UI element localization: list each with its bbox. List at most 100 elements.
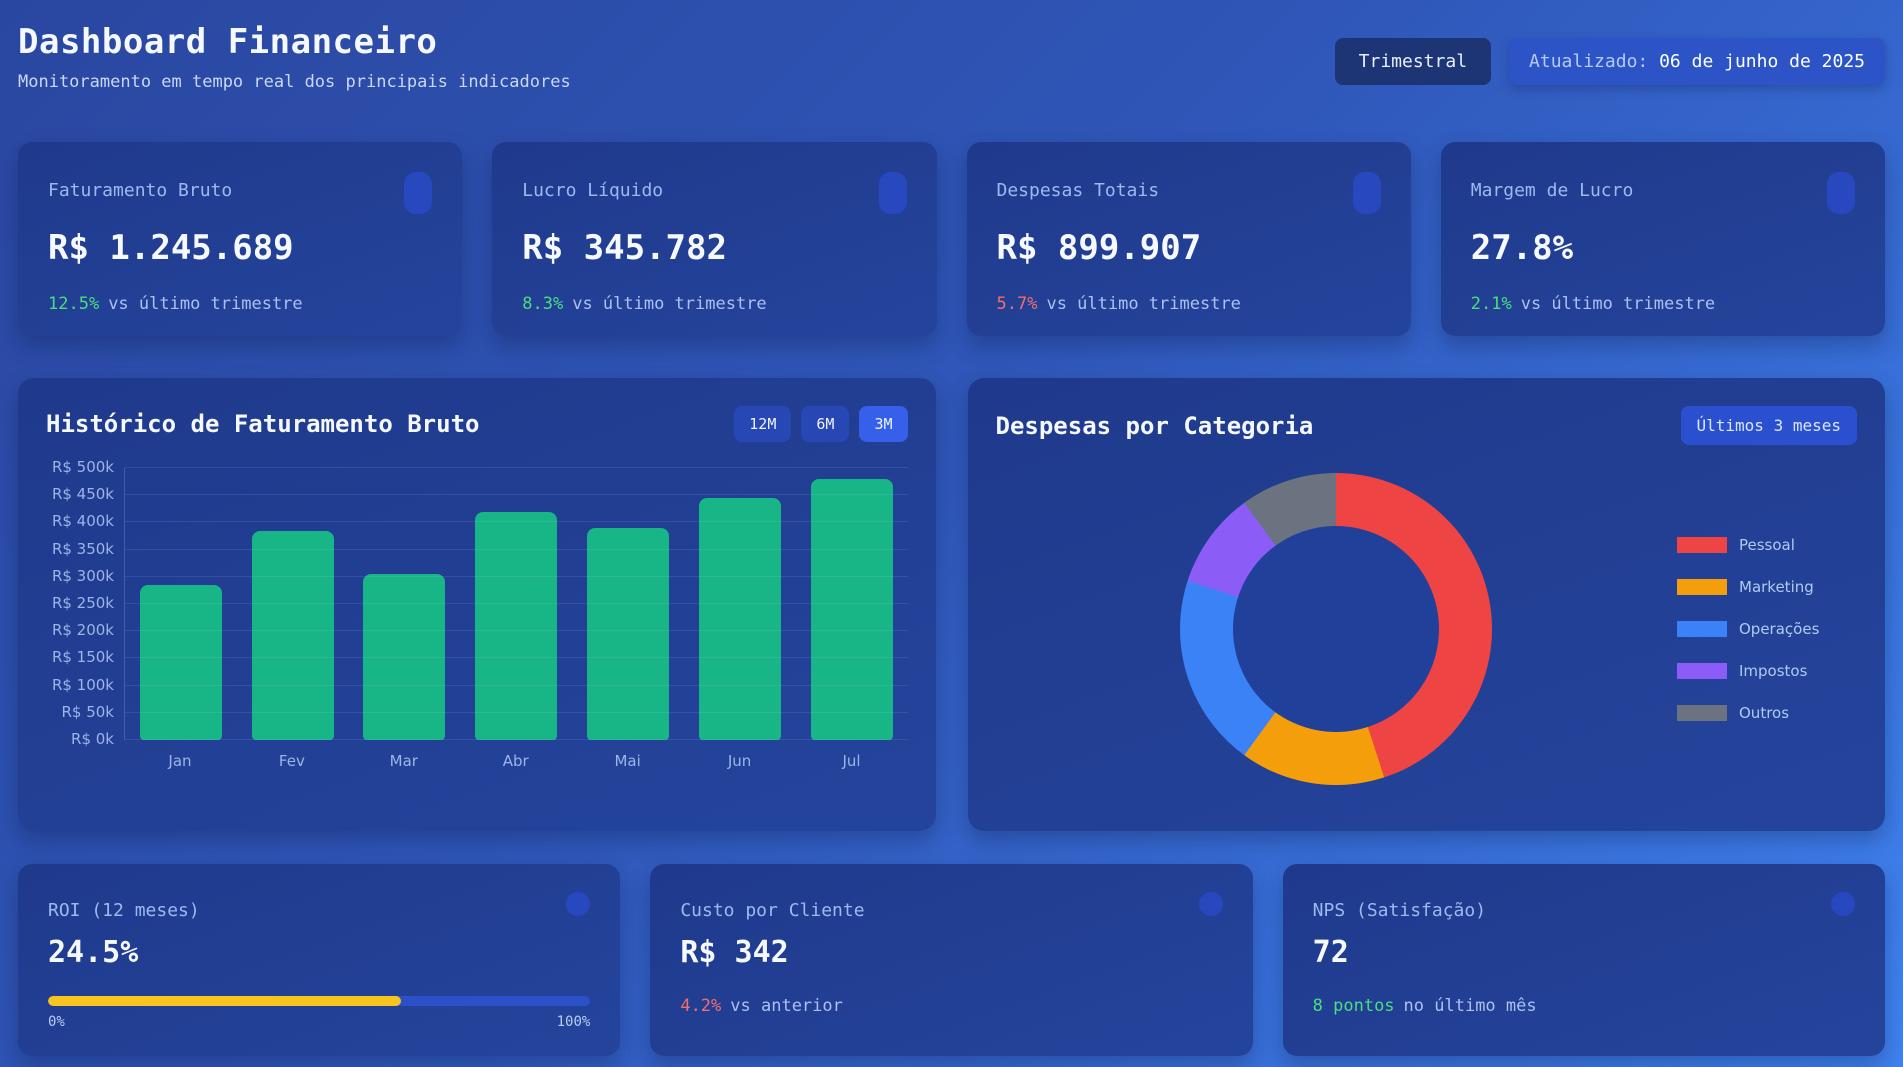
stat-icon-dot	[1198, 892, 1223, 916]
kpi-value: R$ 1.245.689	[48, 228, 294, 268]
stat-icon-chip	[1827, 172, 1855, 214]
gridline	[125, 603, 908, 604]
y-axis-tick-label: R$ 150k	[51, 648, 114, 667]
last-updated-badge: Atualizado: 06 de junho de 2025	[1509, 38, 1885, 85]
legend-item-pessoal[interactable]: Pessoal	[1677, 536, 1857, 554]
legend-item-outros[interactable]: Outros	[1677, 704, 1857, 722]
y-axis-tick-label: R$ 400k	[51, 512, 114, 531]
kpi-card-row: Faturamento Bruto R$ 1.245.689 12.5% vs ú…	[18, 142, 1885, 336]
bar-chart-x-axis: Jan Fev Mar Abr Mai Jun Jul	[124, 752, 908, 770]
roi-value: 24.5%	[48, 935, 139, 970]
legend-item-operações[interactable]: Operações	[1677, 620, 1857, 638]
legend-item-impostos[interactable]: Impostos	[1677, 662, 1857, 680]
kpi-value: R$ 899.907	[996, 228, 1202, 268]
kpi-change-suffix: vs último trimestre	[1520, 294, 1716, 314]
y-axis-tick-label: R$ 0k	[71, 730, 114, 748]
roi-card: ROI (12 meses) 24.5% 0% 100%	[18, 864, 621, 1056]
bar-series	[125, 468, 908, 740]
charts-row: Histórico de Faturamento Bruto 12M 6M 3M R…	[18, 378, 1885, 831]
donut-hole	[1233, 526, 1440, 732]
period-selector-button[interactable]: Trimestral	[1334, 38, 1492, 85]
x-axis-tick-label: Mai	[614, 752, 641, 770]
roi-scale-max: 100%	[556, 1014, 591, 1030]
stat-icon-dot	[1830, 892, 1855, 916]
stat-icon-chip	[878, 172, 907, 214]
expenses-donut-chart[interactable]	[1180, 473, 1493, 785]
legend-swatch	[1677, 663, 1727, 679]
legend-label: Impostos	[1739, 662, 1808, 680]
legend-item-marketing[interactable]: Marketing	[1677, 578, 1857, 596]
bar-mai[interactable]	[587, 527, 670, 740]
y-axis-tick-label: R$ 450k	[51, 485, 114, 504]
custo-change-percent: 4.2%	[680, 996, 722, 1016]
x-axis-tick-label: Jun	[727, 752, 752, 770]
y-axis-tick-label: R$ 500k	[51, 458, 114, 476]
roi-progress-fill	[48, 996, 401, 1006]
nps-change-points: 8 pontos	[1312, 996, 1395, 1016]
stat-icon-chip	[1352, 172, 1381, 214]
gridline	[125, 494, 908, 496]
gridline	[125, 739, 908, 740]
custo-value: R$ 342	[680, 935, 789, 970]
secondary-kpi-row: ROI (12 meses) 24.5% 0% 100% Custo por C…	[18, 864, 1885, 1056]
bar-jan[interactable]	[139, 584, 222, 740]
x-axis-tick-label: Fev	[278, 752, 305, 770]
revenue-history-panel: Histórico de Faturamento Bruto 12M 6M 3M R…	[18, 378, 936, 831]
legend-label: Operações	[1739, 620, 1820, 638]
bar-abr[interactable]	[475, 511, 558, 740]
kpi-change-suffix: vs último trimestre	[572, 294, 767, 314]
y-axis-tick-label: R$ 200k	[51, 621, 114, 640]
bar-jul[interactable]	[810, 478, 893, 740]
bar-jun[interactable]	[698, 497, 781, 740]
legend-swatch	[1677, 579, 1727, 595]
kpi-label: Lucro Líquido	[522, 180, 664, 201]
kpi-change-suffix: vs último trimestre	[108, 294, 303, 314]
kpi-change-percent: 2.1%	[1470, 294, 1512, 314]
x-axis-tick-label: Abr	[502, 752, 529, 770]
nps-value: 72	[1312, 935, 1349, 970]
gridline	[125, 467, 908, 468]
kpi-label: Margem de Lucro	[1470, 180, 1634, 201]
y-axis-tick-label: R$ 100k	[51, 675, 114, 694]
y-axis-tick-label: R$ 300k	[51, 566, 114, 585]
custo-change-suffix: vs anterior	[730, 996, 843, 1016]
kpi-card-lucro-liquido: Lucro Líquido R$ 345.782 8.3% vs último t…	[492, 142, 937, 336]
header: Dashboard Financeiro Monitoramento em te…	[18, 22, 1885, 92]
header-actions: Trimestral Atualizado: 06 de junho de 20…	[1334, 38, 1885, 85]
legend-label: Outros	[1739, 704, 1790, 722]
stat-icon-chip	[404, 172, 433, 214]
last-updated-label: Atualizado:	[1529, 51, 1649, 72]
roi-label: ROI (12 meses)	[48, 900, 200, 921]
kpi-card-despesas-totais: Despesas Totais R$ 899.907 5.7% vs último…	[966, 142, 1411, 336]
page-subtitle: Monitoramento em tempo real dos principa…	[18, 72, 571, 92]
gridline	[125, 630, 908, 632]
y-axis-tick-label: R$ 250k	[51, 594, 114, 612]
range-button-3m[interactable]: 3M	[859, 406, 908, 442]
legend-label: Pessoal	[1739, 536, 1795, 554]
page-title: Dashboard Financeiro	[18, 22, 438, 62]
header-titles: Dashboard Financeiro Monitoramento em te…	[18, 22, 571, 92]
bar-chart-plot-area	[124, 467, 908, 740]
range-button-6m[interactable]: 6M	[801, 406, 850, 442]
y-axis-tick-label: R$ 350k	[51, 539, 114, 558]
bar-chart-y-axis: R$ 0k R$ 50k R$ 100k R$ 150k R$ 200k R$ 250k R…	[46, 458, 124, 748]
range-button-12m[interactable]: 12M	[734, 406, 792, 442]
kpi-value: 27.8%	[1470, 228, 1574, 268]
kpi-change-suffix: vs último trimestre	[1046, 294, 1241, 314]
expenses-range-button[interactable]: Últimos 3 meses	[1680, 406, 1857, 445]
gridline	[125, 575, 908, 577]
kpi-change-percent: 8.3%	[522, 294, 564, 314]
bar-mar[interactable]	[363, 574, 446, 740]
expenses-category-panel: Despesas por Categoria Últimos 3 meses P…	[967, 378, 1885, 831]
last-updated-date: 06 de junho de 2025	[1659, 51, 1865, 72]
stat-icon-dot	[566, 892, 591, 916]
gridline	[125, 521, 908, 523]
gridline	[125, 548, 908, 550]
gridline	[125, 711, 908, 713]
legend-swatch	[1677, 537, 1727, 553]
nps-card: NPS (Satisfação) 72 8 pontos no último mê…	[1282, 864, 1885, 1056]
x-axis-tick-label: Jan	[168, 752, 192, 770]
bar-fev[interactable]	[251, 530, 334, 740]
kpi-label: Despesas Totais	[996, 180, 1160, 201]
expenses-panel-title: Despesas por Categoria	[995, 411, 1314, 440]
